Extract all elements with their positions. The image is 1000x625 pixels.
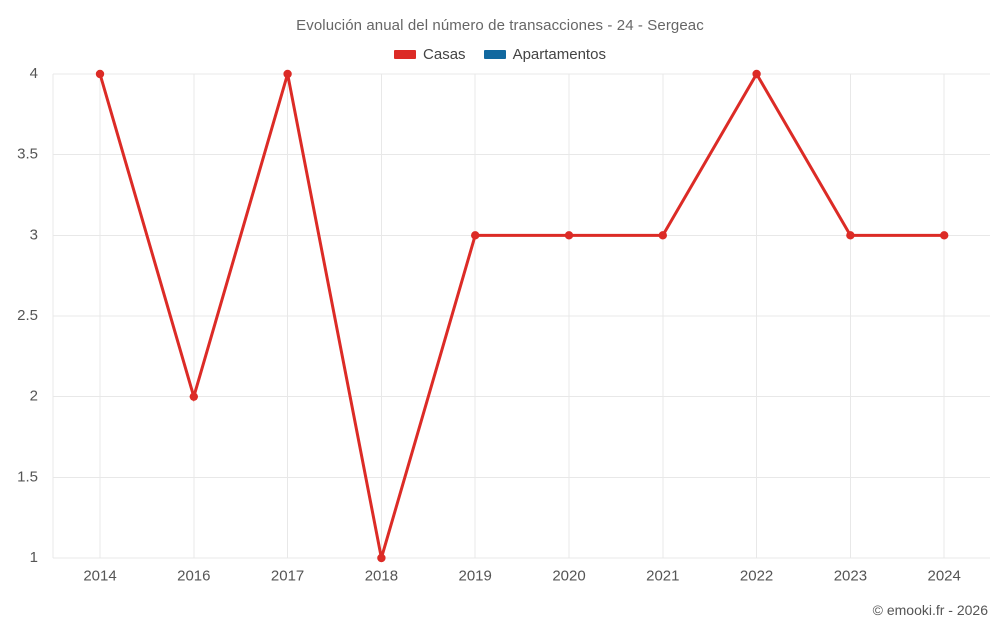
- data-point-marker[interactable]: [377, 553, 386, 563]
- x-axis-tick-label: 2023: [834, 567, 867, 584]
- x-axis-tick-label: 2017: [271, 567, 304, 584]
- legend-label-apartamentos: Apartamentos: [512, 46, 606, 63]
- data-point-marker[interactable]: [752, 69, 761, 79]
- x-axis-tick-label: 2024: [928, 567, 961, 584]
- data-point-marker[interactable]: [283, 69, 292, 79]
- y-axis-tick-label: 2: [30, 388, 38, 405]
- legend-item-apartamentos[interactable]: Apartamentos: [483, 46, 606, 63]
- footer-credit: © emooki.fr - 2026: [872, 602, 988, 618]
- x-axis-tick-label: 2014: [83, 567, 116, 584]
- chart-legend: Casas Apartamentos: [0, 46, 1000, 63]
- data-point-marker[interactable]: [846, 231, 855, 240]
- y-axis-tick-label: 4: [30, 65, 38, 82]
- y-axis-labels: 1 1.5 2 2.5 3 3.5 4: [17, 65, 38, 566]
- data-series-layer: [95, 69, 949, 563]
- legend-label-casas: Casas: [423, 46, 466, 63]
- legend-swatch-apartamentos: [483, 50, 506, 59]
- y-axis-tick-label: 1.5: [17, 468, 38, 485]
- x-axis-tick-label: 2016: [177, 567, 210, 584]
- x-axis-tick-label: 2022: [740, 567, 773, 584]
- data-point-marker[interactable]: [564, 231, 574, 240]
- y-axis-tick-label: 3: [30, 226, 38, 243]
- y-axis-tick-label: 1: [30, 549, 38, 566]
- legend-item-casas[interactable]: Casas: [394, 46, 466, 63]
- grid-layer: [52, 73, 990, 559]
- data-point-marker[interactable]: [95, 69, 105, 79]
- data-point-marker[interactable]: [189, 392, 198, 401]
- x-axis-tick-label: 2019: [459, 567, 492, 584]
- x-axis-tick-label: 2021: [646, 567, 679, 584]
- series-line-casas: [98, 71, 945, 559]
- data-point-marker[interactable]: [471, 231, 480, 240]
- chart-title: Evolución anual del número de transaccio…: [296, 17, 704, 34]
- data-point-marker[interactable]: [940, 231, 949, 240]
- y-axis-tick-label: 3.5: [17, 146, 38, 163]
- x-axis-labels: 2014 2016 2017 2018 2019 2020 2021 2022 2023 2024: [83, 567, 961, 584]
- x-axis-tick-label: 2018: [365, 567, 398, 584]
- data-point-marker[interactable]: [658, 231, 667, 240]
- legend-swatch-casas: [394, 50, 417, 59]
- y-axis-tick-label: 2.5: [17, 307, 38, 324]
- x-axis-tick-label: 2020: [552, 567, 585, 584]
